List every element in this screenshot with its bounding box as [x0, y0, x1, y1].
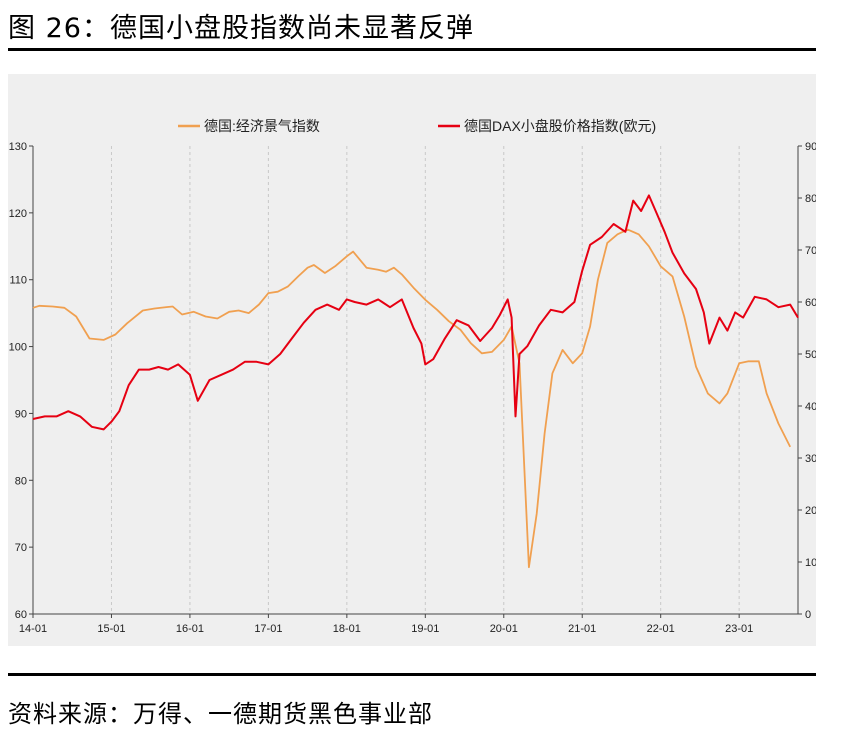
x-tick-label: 21-01 [568, 623, 596, 635]
series-line-2 [32, 194, 799, 431]
grid-layer [110, 146, 740, 614]
x-tick-label: 18-01 [333, 623, 361, 635]
y-right-tick-label: 8000 [805, 193, 816, 205]
x-tick-label: 14-01 [19, 623, 47, 635]
y-left-tick-label: 130 [9, 141, 27, 153]
x-tick-label: 16-01 [176, 623, 204, 635]
x-tick-label: 22-01 [647, 623, 675, 635]
x-tick-label: 20-01 [490, 623, 518, 635]
legend: 德国:经济景气指数 德国DAX小盘股价格指数(欧元) [178, 118, 656, 134]
y-right-tick-label: 6000 [805, 297, 816, 309]
legend-label-2: 德国DAX小盘股价格指数(欧元) [464, 118, 656, 134]
y-left-tick-label: 70 [15, 542, 27, 554]
y-right-tick-label: 2000 [805, 505, 816, 517]
y-right-tick-label: 1000 [805, 557, 816, 569]
legend-label-1: 德国:经济景气指数 [204, 118, 320, 134]
title-rule [8, 48, 816, 51]
x-tick-label: 23-01 [725, 623, 753, 635]
y-left-tick-label: 60 [15, 609, 27, 621]
y-left-tick-label: 90 [15, 408, 27, 420]
x-tick-label: 15-01 [97, 623, 125, 635]
line-chart: 14-01 15-01 16-01 17-01 18-01 19-01 20-01 21-01… [9, 118, 830, 635]
source-note: 资料来源：万得、一德期货黑色事业部 [8, 700, 433, 728]
y-right-tick-label: 5000 [805, 349, 816, 361]
y-right-tick-label: 9000 [805, 141, 816, 153]
source-rule [8, 673, 816, 676]
y-left-tick-label: 80 [15, 475, 27, 487]
axes-layer: 14-01 15-01 16-01 17-01 18-01 19-01 20-01 21-01… [9, 141, 830, 635]
y-right-tick-label: 3000 [805, 453, 816, 465]
y-left-tick-label: 100 [9, 342, 27, 354]
figure-title: 图 26：德国小盘股指数尚未显著反弹 [8, 13, 474, 44]
y-left-tick-label: 110 [9, 275, 27, 287]
y-right-tick-label: 4000 [805, 401, 816, 413]
series-line-1 [32, 228, 792, 569]
y-right-tick-label: 0 [805, 609, 811, 621]
x-tick-label: 17-01 [254, 623, 282, 635]
chart-panel: 14-01 15-01 16-01 17-01 18-01 19-01 20-01 21-01… [8, 74, 830, 646]
y-right-tick-label: 7000 [805, 245, 816, 257]
x-tick-label: 19-01 [411, 623, 439, 635]
series-layer [32, 194, 799, 569]
y-left-tick-label: 120 [9, 208, 27, 220]
